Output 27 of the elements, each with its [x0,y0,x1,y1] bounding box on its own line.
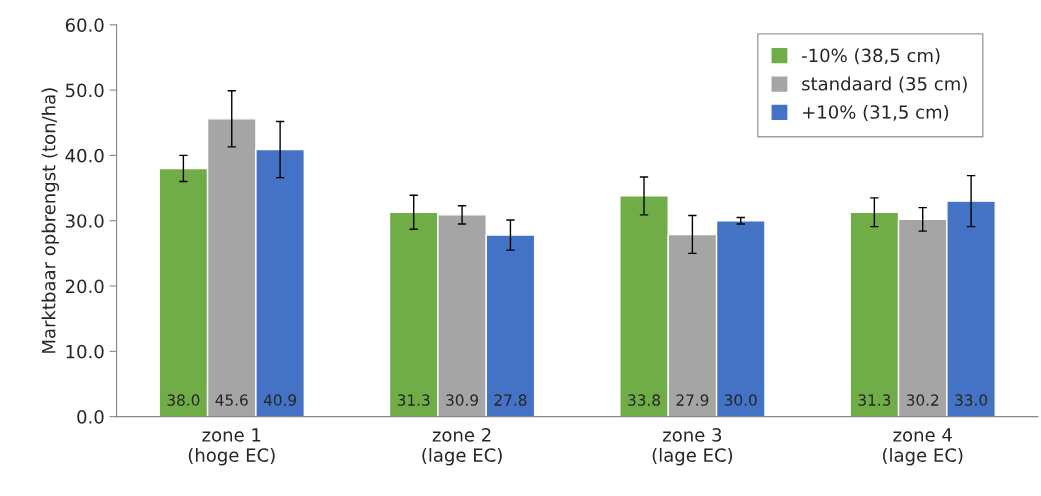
data-label: 40.9 [263,394,297,406]
x-tick-label: zone 1 (hoge EC) [188,428,275,466]
legend-label: +10% (31,5 cm) [803,104,949,121]
y-axis-title: Marktbaar opbrengst (ton/ha) [41,88,60,353]
y-tick-label: 20.0 [65,279,104,294]
y-tick-label: 60.0 [65,18,104,32]
data-label: 33.8 [628,394,660,406]
data-label: 30.2 [906,394,939,406]
y-tick-label: 50.0 [65,83,104,98]
y-tick-label: 0.0 [77,410,104,424]
y-tick-label: 10.0 [66,344,104,359]
data-label: 27.8 [494,394,527,406]
data-label: 33.0 [955,394,988,406]
data-label: 30.0 [724,394,757,406]
data-label: 38.0 [167,394,200,406]
x-tick-label: zone 3 (lage EC) [652,428,733,466]
x-tick-label: zone 4 (lage EC) [883,428,963,466]
y-tick-label: 40.0 [65,148,104,163]
data-label: 27.9 [676,394,709,406]
data-label: 31.3 [858,394,891,406]
legend-label: standaard (35 cm) [802,76,967,93]
y-tick-label: 30.0 [65,214,104,228]
data-label: 31.3 [397,394,430,406]
data-label: 45.6 [215,394,248,406]
data-label: 30.9 [446,394,479,406]
legend-label: -10% (38,5 cm) [802,48,940,65]
x-tick-label: zone 2 (lage EC) [422,428,502,466]
